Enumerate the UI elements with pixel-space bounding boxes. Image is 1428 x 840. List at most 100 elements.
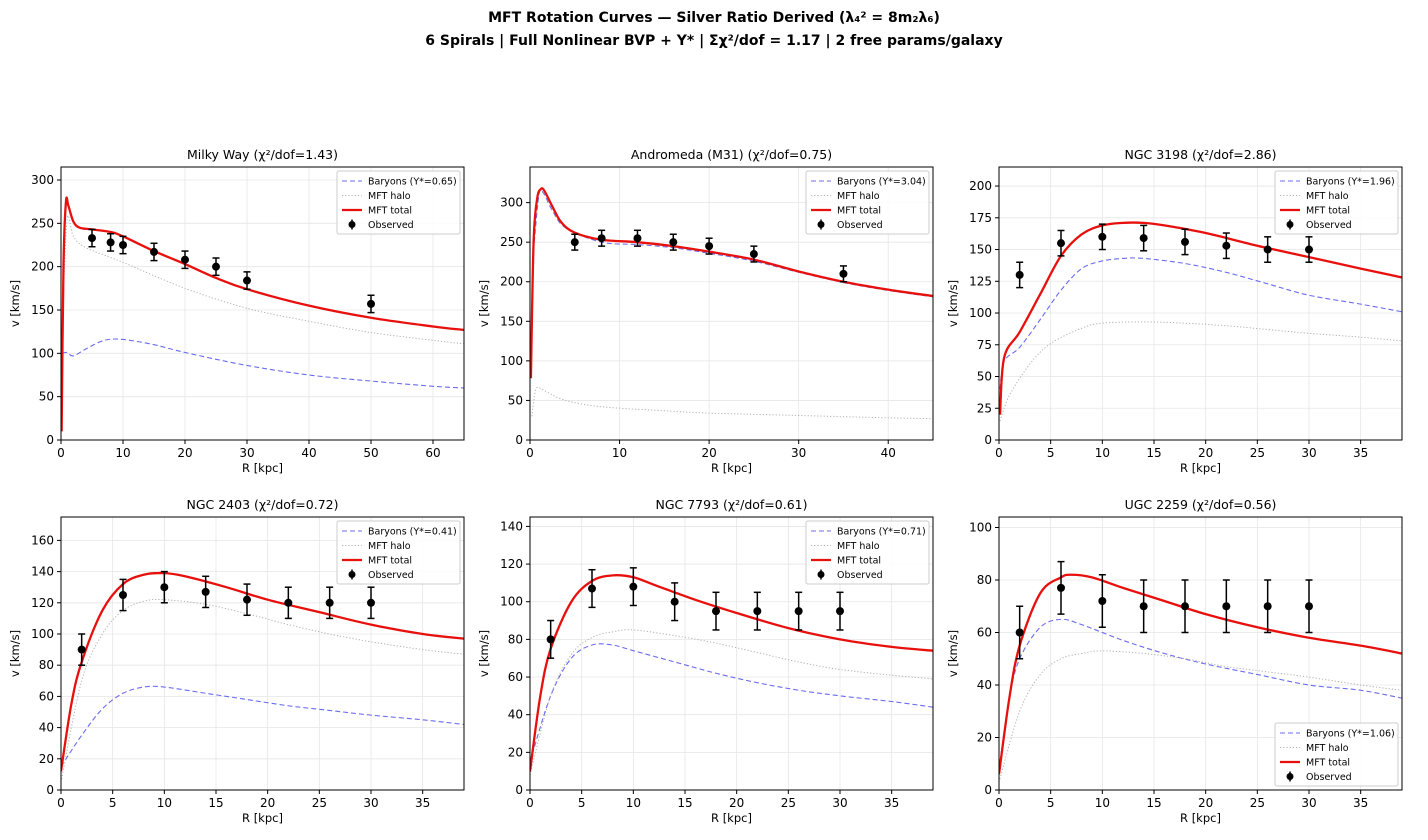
- legend-mft-total: MFT total: [342, 556, 412, 567]
- axes-frame: [529, 516, 934, 791]
- y-tick-label: 200: [31, 260, 54, 274]
- observed-point: [106, 238, 115, 247]
- legend-label: MFT total: [837, 206, 881, 217]
- mft-total-curve: [999, 221, 1402, 415]
- observed-point: [1181, 237, 1189, 246]
- y-axis-label: v [km/s]: [8, 630, 22, 677]
- x-tick-label: 15: [1146, 446, 1161, 460]
- legend-mft-total: MFT total: [811, 206, 881, 217]
- baryons-curve: [999, 257, 1402, 390]
- axes-frame: [998, 516, 1403, 791]
- legend-label: Baryons (Υ*=1.96): [1306, 177, 1395, 188]
- legend-mft-total: MFT total: [1280, 758, 1350, 769]
- x-tick-label: 20: [1198, 446, 1213, 460]
- observed-point: [88, 234, 96, 243]
- observed-point: [570, 238, 579, 247]
- y-tick-label: 80: [977, 573, 992, 587]
- y-tick-label: 125: [969, 274, 992, 288]
- y-tick-label: 300: [31, 173, 54, 187]
- legend-label: Baryons (Υ*=0.65): [368, 177, 457, 188]
- legend-baryons: Baryons (Υ*=0.41): [342, 527, 457, 538]
- y-tick-label: 0: [515, 433, 523, 447]
- observed-point: [839, 269, 848, 278]
- legend-observed: Observed: [1286, 219, 1352, 231]
- legend-swatch-marker: [348, 221, 356, 228]
- legend-label: MFT halo: [837, 191, 880, 202]
- subplot-title: Milky Way (χ²/dof=1.43): [187, 147, 338, 162]
- baryons-curve: [61, 685, 464, 767]
- observed-point: [836, 607, 844, 616]
- y-tick-label: 200: [969, 179, 992, 193]
- legend-label: Observed: [1306, 772, 1352, 783]
- y-tick-label: 60: [508, 670, 523, 684]
- legend-mft-halo: MFT halo: [342, 541, 411, 552]
- observed-point: [150, 247, 158, 256]
- y-tick-label: 60: [977, 626, 992, 640]
- y-axis-label: v [km/s]: [477, 280, 491, 327]
- legend-label: MFT total: [1306, 206, 1350, 217]
- legend-label: Baryons (Υ*=1.06): [1306, 729, 1395, 740]
- subplot-3: 0 5 10 15 20 25 30 35 0 20 40 60 80 100 120 140 160 NGC 2…: [8, 497, 465, 825]
- y-tick-label: 75: [977, 338, 992, 352]
- observed-point: [1139, 602, 1148, 611]
- y-tick-label: 200: [500, 275, 523, 289]
- y-tick-label: 150: [31, 303, 54, 317]
- observed-point: [712, 607, 720, 616]
- y-tick-label: 100: [500, 595, 523, 609]
- x-tick-label: 25: [1250, 796, 1265, 810]
- y-tick-label: 0: [46, 433, 54, 447]
- y-axis-label: v [km/s]: [946, 630, 960, 677]
- legend-label: MFT total: [368, 556, 412, 567]
- legend-label: Baryons (Υ*=0.71): [837, 527, 926, 538]
- x-tick-label: 30: [791, 446, 806, 460]
- y-tick-label: 20: [39, 752, 54, 766]
- series-group: [61, 196, 464, 432]
- legend-baryons: Baryons (Υ*=1.06): [1280, 729, 1395, 740]
- x-tick-label: 0: [995, 446, 1003, 460]
- observed-point: [77, 645, 86, 654]
- observed-point: [1222, 602, 1231, 611]
- subplot-title: NGC 2403 (χ²/dof=0.72): [186, 497, 338, 512]
- observed-point: [160, 583, 169, 592]
- x-axis-label: R [kpc]: [711, 811, 752, 825]
- mft-halo-curve: [530, 629, 933, 776]
- y-tick-label: 100: [31, 627, 54, 641]
- legend-label: Observed: [1306, 220, 1352, 231]
- y-tick-label: 100: [500, 354, 523, 368]
- legend-mft-halo: MFT halo: [1280, 191, 1349, 202]
- x-tick-label: 30: [239, 446, 254, 460]
- legend-box: [805, 520, 930, 585]
- observed-point: [705, 242, 714, 251]
- observed-point: [669, 238, 678, 247]
- legend-label: MFT halo: [1306, 191, 1349, 202]
- mft-halo-curve: [62, 215, 464, 345]
- x-tick-label: 0: [526, 796, 534, 810]
- observed-point: [753, 607, 762, 616]
- mft-halo-curve: [531, 386, 933, 420]
- y-tick-label: 80: [508, 632, 523, 646]
- legend-observed: Observed: [348, 219, 414, 231]
- legend-box: [805, 170, 930, 235]
- x-tick-label: 20: [177, 446, 192, 460]
- y-tick-label: 120: [500, 557, 523, 571]
- legend-swatch-marker: [1286, 773, 1294, 780]
- mft-total-curve: [61, 196, 464, 432]
- y-tick-label: 150: [500, 314, 523, 328]
- y-tick-label: 20: [977, 731, 992, 745]
- x-tick-label: 40: [301, 446, 316, 460]
- x-tick-label: 25: [781, 796, 796, 810]
- legend-mft-halo: MFT halo: [811, 191, 880, 202]
- y-tick-label: 20: [508, 745, 523, 759]
- x-tick-label: 20: [701, 446, 716, 460]
- axes-frame: [998, 166, 1403, 441]
- x-tick-label: 35: [1353, 796, 1368, 810]
- observed-point: [1098, 232, 1107, 241]
- y-axis-label: v [km/s]: [946, 280, 960, 327]
- legend-label: MFT total: [1306, 758, 1350, 769]
- subplot-0: 0 10 20 30 40 50 60 0 50 100 150 200 250 300 Milky Way…: [8, 147, 465, 475]
- x-tick-label: 25: [312, 796, 327, 810]
- observed-point: [1305, 602, 1313, 611]
- legend-mft-halo: MFT halo: [342, 191, 411, 202]
- observed-point: [749, 250, 758, 259]
- observed-point: [119, 241, 127, 249]
